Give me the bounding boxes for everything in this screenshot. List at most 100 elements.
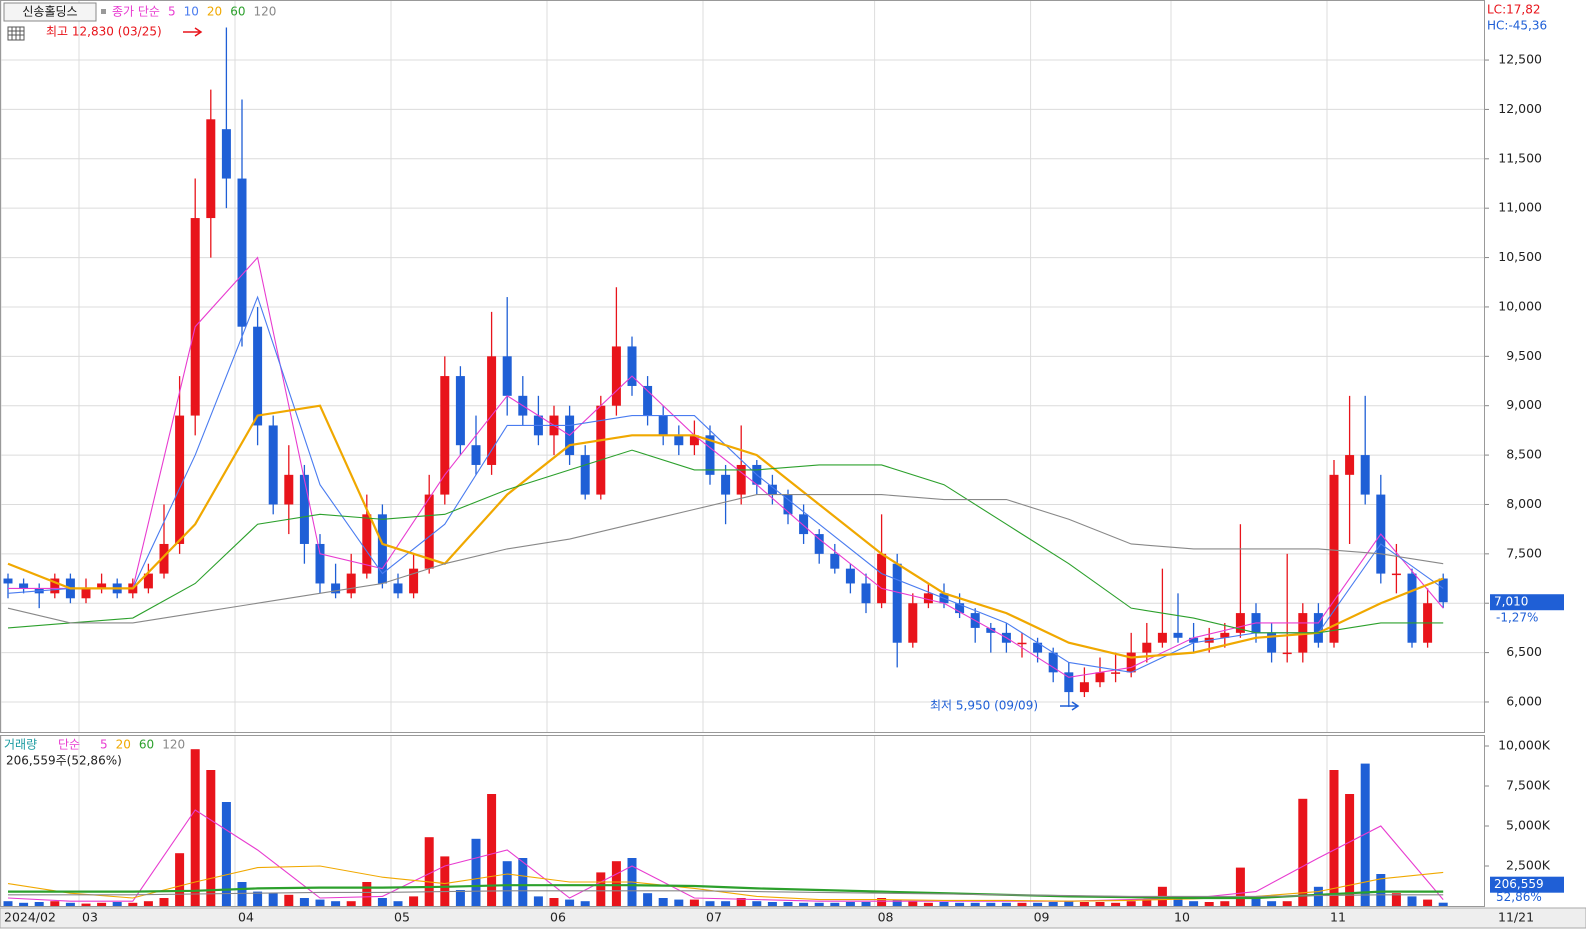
lc-value: LC:17,82: [1487, 3, 1540, 17]
volume-bar: [268, 893, 278, 906]
y-tick-label: 9,000: [1506, 397, 1542, 412]
candle-body: [81, 588, 91, 599]
y-tick-label: 11,500: [1498, 150, 1542, 165]
volume-bar: [845, 902, 855, 906]
y-tick-label: 2,500K: [1506, 858, 1551, 873]
y-tick-label: 11,000: [1498, 200, 1542, 215]
candle-body: [1329, 474, 1339, 643]
candle-body: [50, 578, 60, 594]
volume-bar: [1220, 901, 1230, 906]
volume-bar: [658, 898, 668, 906]
stock-name: 신송홀딩스: [22, 5, 77, 19]
volume-bar: [518, 858, 528, 906]
volume-bar: [986, 902, 996, 906]
stock-box[interactable]: [3, 2, 97, 22]
candle-body: [190, 218, 200, 416]
x-tick-label: 04: [238, 910, 254, 925]
volume-bar: [1142, 899, 1152, 906]
candle-body: [362, 514, 372, 574]
y-tick-label: 10,000K: [1498, 738, 1551, 753]
volume-bar: [1267, 901, 1277, 906]
volume-bar: [1048, 902, 1058, 906]
volume-bar: [1329, 770, 1339, 906]
last-volume-tag: [1490, 876, 1564, 893]
legend-prefix: 종가 단순: [112, 5, 160, 19]
candle-body: [736, 464, 746, 495]
volume-bar: [1235, 867, 1245, 906]
volume-bar: [424, 837, 434, 906]
candle-body: [299, 474, 309, 544]
volume-bar: [1001, 902, 1011, 906]
y-tick-label: 6,000: [1506, 693, 1542, 708]
legend-entry: 60: [139, 738, 154, 752]
volume-bar: [206, 770, 216, 906]
candle-body: [908, 603, 918, 643]
volume-bar: [752, 901, 762, 906]
candle-body: [1095, 672, 1105, 683]
candle-body: [643, 385, 653, 416]
legend-entry: 5: [168, 5, 176, 19]
x-tick-label: 11: [1330, 910, 1346, 925]
last-change: -1,27%: [1496, 611, 1538, 625]
volume-bar: [861, 902, 871, 906]
volume-bar: [3, 901, 13, 906]
marks: [3, 27, 1448, 906]
volume-bar: [1095, 902, 1105, 906]
last-volume: 206,559: [1494, 877, 1544, 891]
volume-bar: [19, 902, 29, 906]
candle-body: [1064, 672, 1074, 693]
candle-body: [455, 376, 465, 446]
candle-body: [440, 376, 450, 495]
candle-body: [1079, 682, 1089, 693]
y-tick-label: 10,500: [1498, 249, 1542, 264]
candle-body: [221, 129, 231, 179]
last-date: 11/21: [1498, 910, 1534, 925]
candle-body: [721, 474, 731, 495]
volume-bar: [955, 902, 965, 906]
candle-body: [331, 583, 341, 594]
legend-icon: [101, 9, 106, 14]
candle-body: [580, 455, 590, 495]
volume-bar: [923, 902, 933, 906]
volume-bar: [1298, 798, 1308, 906]
volume-bar: [315, 899, 325, 906]
candle-body: [861, 583, 871, 604]
x-tick-label: 2024/02: [4, 910, 56, 925]
volume-bar: [440, 856, 450, 906]
volume-bar: [1345, 794, 1355, 906]
candle-body: [206, 119, 216, 219]
volume-bar: [253, 891, 263, 906]
volume-bar: [50, 901, 60, 906]
volume-bar: [1407, 896, 1417, 906]
candle-body: [658, 415, 668, 436]
candle-body: [1407, 573, 1417, 643]
candle-body: [3, 578, 13, 584]
high-note: 최고 12,830 (03/25): [46, 25, 162, 39]
volume-bar: [299, 898, 309, 906]
candle-body: [877, 553, 887, 604]
hc-value: HC:-45,36: [1487, 19, 1547, 33]
x-tick-label: 09: [1034, 910, 1050, 925]
legend-entry: 5: [100, 738, 108, 752]
volume-bar: [783, 902, 793, 906]
volume-bar: [580, 901, 590, 906]
volume-bar: [1376, 874, 1386, 906]
candle-body: [1345, 455, 1355, 475]
volume-bar: [1111, 902, 1121, 906]
candle-body: [502, 356, 512, 396]
y-tick-label: 8,000: [1506, 496, 1542, 511]
calendar-icon[interactable]: [7, 26, 25, 41]
volume-bar: [97, 902, 107, 906]
volume-legend-prefix: 단순: [58, 738, 80, 752]
ma-line: [7, 494, 1444, 624]
volume-bar: [939, 902, 949, 906]
candle-body: [1126, 652, 1136, 673]
candle-body: [487, 356, 497, 465]
candle-body: [409, 568, 419, 594]
volume-bar: [814, 902, 824, 906]
legend-entry: 60: [230, 5, 245, 19]
volume-bar: [643, 893, 653, 906]
candle-body: [767, 484, 777, 495]
candle-body: [1220, 632, 1230, 638]
y-tick-label: 12,500: [1498, 52, 1542, 67]
